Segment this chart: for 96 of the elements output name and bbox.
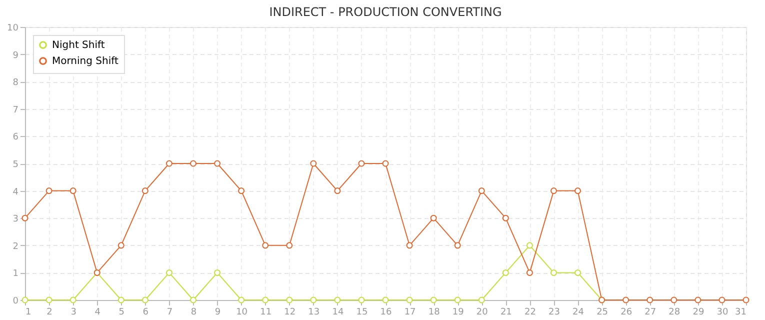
point xyxy=(406,242,413,249)
x-tick-label: 14 xyxy=(332,308,344,318)
point xyxy=(142,188,148,194)
point xyxy=(286,242,293,249)
x-tick-label: 2 xyxy=(46,308,52,318)
x-tick-label: 1 xyxy=(26,308,32,318)
x-tick-label: 10 xyxy=(236,308,248,318)
point xyxy=(526,269,533,276)
x-tick-label: 20 xyxy=(476,308,488,318)
point xyxy=(70,296,76,304)
point xyxy=(622,296,630,304)
point xyxy=(670,296,678,304)
point xyxy=(430,214,437,222)
point xyxy=(430,296,437,304)
point xyxy=(478,188,485,194)
point xyxy=(118,242,124,249)
x-tick-label: 15 xyxy=(356,308,368,318)
y-tick-label: 10 xyxy=(7,24,19,34)
point xyxy=(46,188,52,194)
x-tick-label: 12 xyxy=(284,308,296,318)
point xyxy=(358,296,365,304)
point xyxy=(238,188,245,194)
point xyxy=(694,296,702,304)
point xyxy=(574,269,582,276)
point xyxy=(310,296,317,304)
x-tick-label: 26 xyxy=(620,308,632,318)
point xyxy=(550,188,557,194)
x-tick-label: 7 xyxy=(166,308,173,318)
x-tick-label: 16 xyxy=(380,308,392,318)
x-tick-label: 27 xyxy=(644,308,656,318)
point xyxy=(310,160,317,167)
x-tick-label: 11 xyxy=(260,308,272,318)
y-tick-label: 1 xyxy=(12,269,18,280)
point xyxy=(214,269,221,276)
x-tick-label: 17 xyxy=(404,308,416,318)
x-tick-label: 4 xyxy=(94,308,101,318)
legend-label: Night Shift xyxy=(52,40,105,51)
x-tick-label: 23 xyxy=(548,308,560,318)
point xyxy=(142,296,148,304)
x-tick-label: 18 xyxy=(428,308,440,318)
point xyxy=(742,296,750,304)
point xyxy=(22,214,28,222)
point xyxy=(382,296,389,304)
point xyxy=(46,296,52,304)
legend-label: Morning Shift xyxy=(52,56,118,67)
x-tick-label: 29 xyxy=(692,308,704,318)
point xyxy=(478,296,485,304)
point xyxy=(502,269,509,276)
point xyxy=(190,160,196,167)
x-tick-label: 21 xyxy=(500,308,512,318)
chart-title: INDIRECT - PRODUCTION CONVERTING xyxy=(269,5,502,19)
x-tick-label: 30 xyxy=(716,308,728,318)
point xyxy=(646,296,654,304)
point xyxy=(238,296,245,304)
point xyxy=(262,242,269,249)
point xyxy=(190,296,196,304)
point xyxy=(70,188,76,194)
point xyxy=(454,296,461,304)
x-tick-label: 8 xyxy=(190,308,197,318)
point xyxy=(358,160,365,167)
point xyxy=(718,296,726,304)
y-tick-label: 9 xyxy=(12,50,19,61)
point xyxy=(214,160,221,167)
y-tick-label: 7 xyxy=(12,105,18,116)
point xyxy=(502,214,509,222)
x-tick-label: 28 xyxy=(668,308,680,318)
point xyxy=(454,242,461,249)
y-tick-label: 6 xyxy=(12,132,19,143)
point xyxy=(166,160,172,167)
point xyxy=(262,296,269,304)
x-tick-label: 3 xyxy=(70,308,76,318)
x-tick-label: 25 xyxy=(596,308,608,318)
x-tick-label: 22 xyxy=(524,308,536,318)
x-tick-label: 31 xyxy=(735,308,746,318)
y-tick-label: 4 xyxy=(12,187,19,198)
point xyxy=(526,242,533,249)
point xyxy=(286,296,293,304)
x-tick-label: 13 xyxy=(308,308,320,318)
point xyxy=(382,160,389,167)
point xyxy=(550,269,557,276)
x-tick-label: 19 xyxy=(452,308,464,318)
y-tick-label: 2 xyxy=(12,242,18,252)
x-tick-label: 24 xyxy=(572,308,584,318)
point xyxy=(166,269,172,276)
point xyxy=(118,296,124,304)
point xyxy=(334,188,341,194)
point xyxy=(334,296,341,304)
y-tick-label: 3 xyxy=(12,214,18,225)
x-tick-label: 9 xyxy=(214,308,221,318)
y-tick-label: 5 xyxy=(12,160,18,170)
y-tick-label: 8 xyxy=(12,78,19,88)
point xyxy=(406,296,413,304)
y-tick-label: 0 xyxy=(12,296,19,306)
x-tick-label: 6 xyxy=(142,308,149,318)
x-tick-label: 5 xyxy=(118,308,124,318)
point xyxy=(574,188,582,194)
